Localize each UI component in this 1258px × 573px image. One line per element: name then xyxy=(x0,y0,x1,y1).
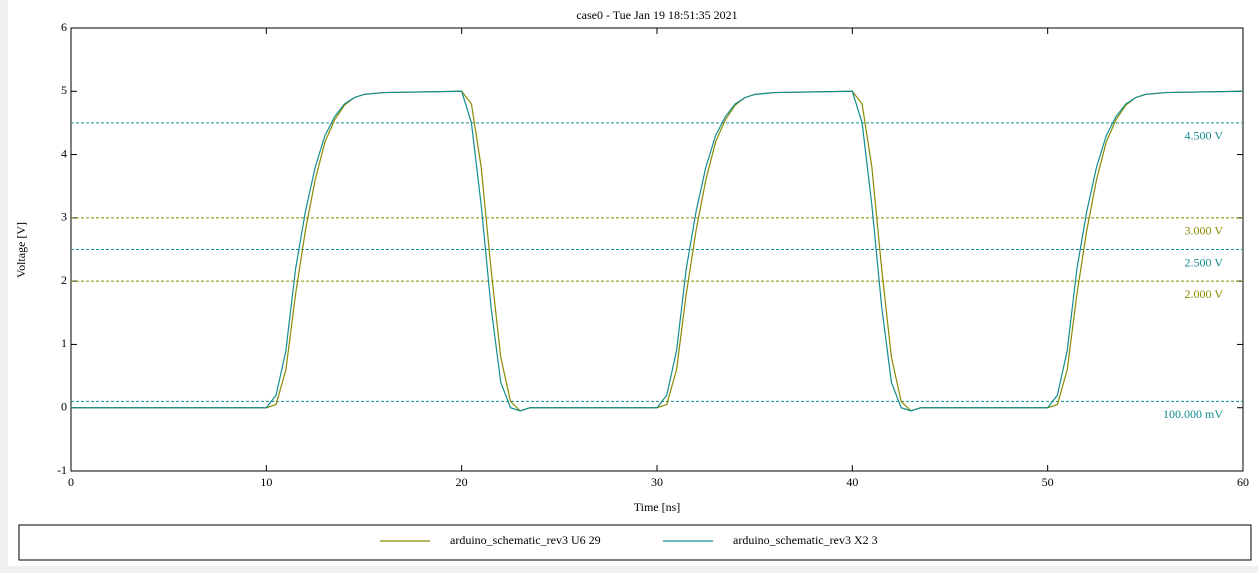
legend-label: arduino_schematic_rev3 U6 29 xyxy=(450,533,601,547)
reference-label: 2.500 V xyxy=(1185,255,1224,269)
reference-label: 100.000 mV xyxy=(1163,407,1223,421)
side-strip xyxy=(0,0,8,573)
bottom-strip xyxy=(0,566,1258,573)
x-tick-label: 20 xyxy=(456,475,468,489)
y-tick-label: 0 xyxy=(61,399,67,413)
x-tick-label: 0 xyxy=(68,475,74,489)
legend-box xyxy=(18,524,1252,561)
x-tick-label: 50 xyxy=(1042,475,1054,489)
series-line xyxy=(71,90,1244,412)
y-tick-label: 2 xyxy=(61,273,67,287)
y-tick-label: 3 xyxy=(61,210,67,224)
y-axis-label: Voltage [V] xyxy=(14,222,28,278)
y-tick-label: 1 xyxy=(61,336,67,350)
x-tick-label: 10 xyxy=(260,475,272,489)
chart-title: case0 - Tue Jan 19 18:51:35 2021 xyxy=(576,8,737,22)
reference-label: 2.000 V xyxy=(1185,287,1224,301)
y-tick-label: 4 xyxy=(61,146,67,160)
y-tick-label: -1 xyxy=(57,463,67,477)
y-tick-label: 5 xyxy=(61,83,67,97)
x-tick-label: 40 xyxy=(846,475,858,489)
reference-label: 3.000 V xyxy=(1185,224,1224,238)
reference-label: 4.500 V xyxy=(1185,129,1224,143)
legend-label: arduino_schematic_rev3 X2 3 xyxy=(733,533,878,547)
series-line xyxy=(71,90,1244,412)
x-tick-label: 60 xyxy=(1237,475,1249,489)
x-tick-label: 30 xyxy=(651,475,663,489)
x-axis-label: Time [ns] xyxy=(634,500,681,514)
y-tick-label: 6 xyxy=(61,20,67,34)
